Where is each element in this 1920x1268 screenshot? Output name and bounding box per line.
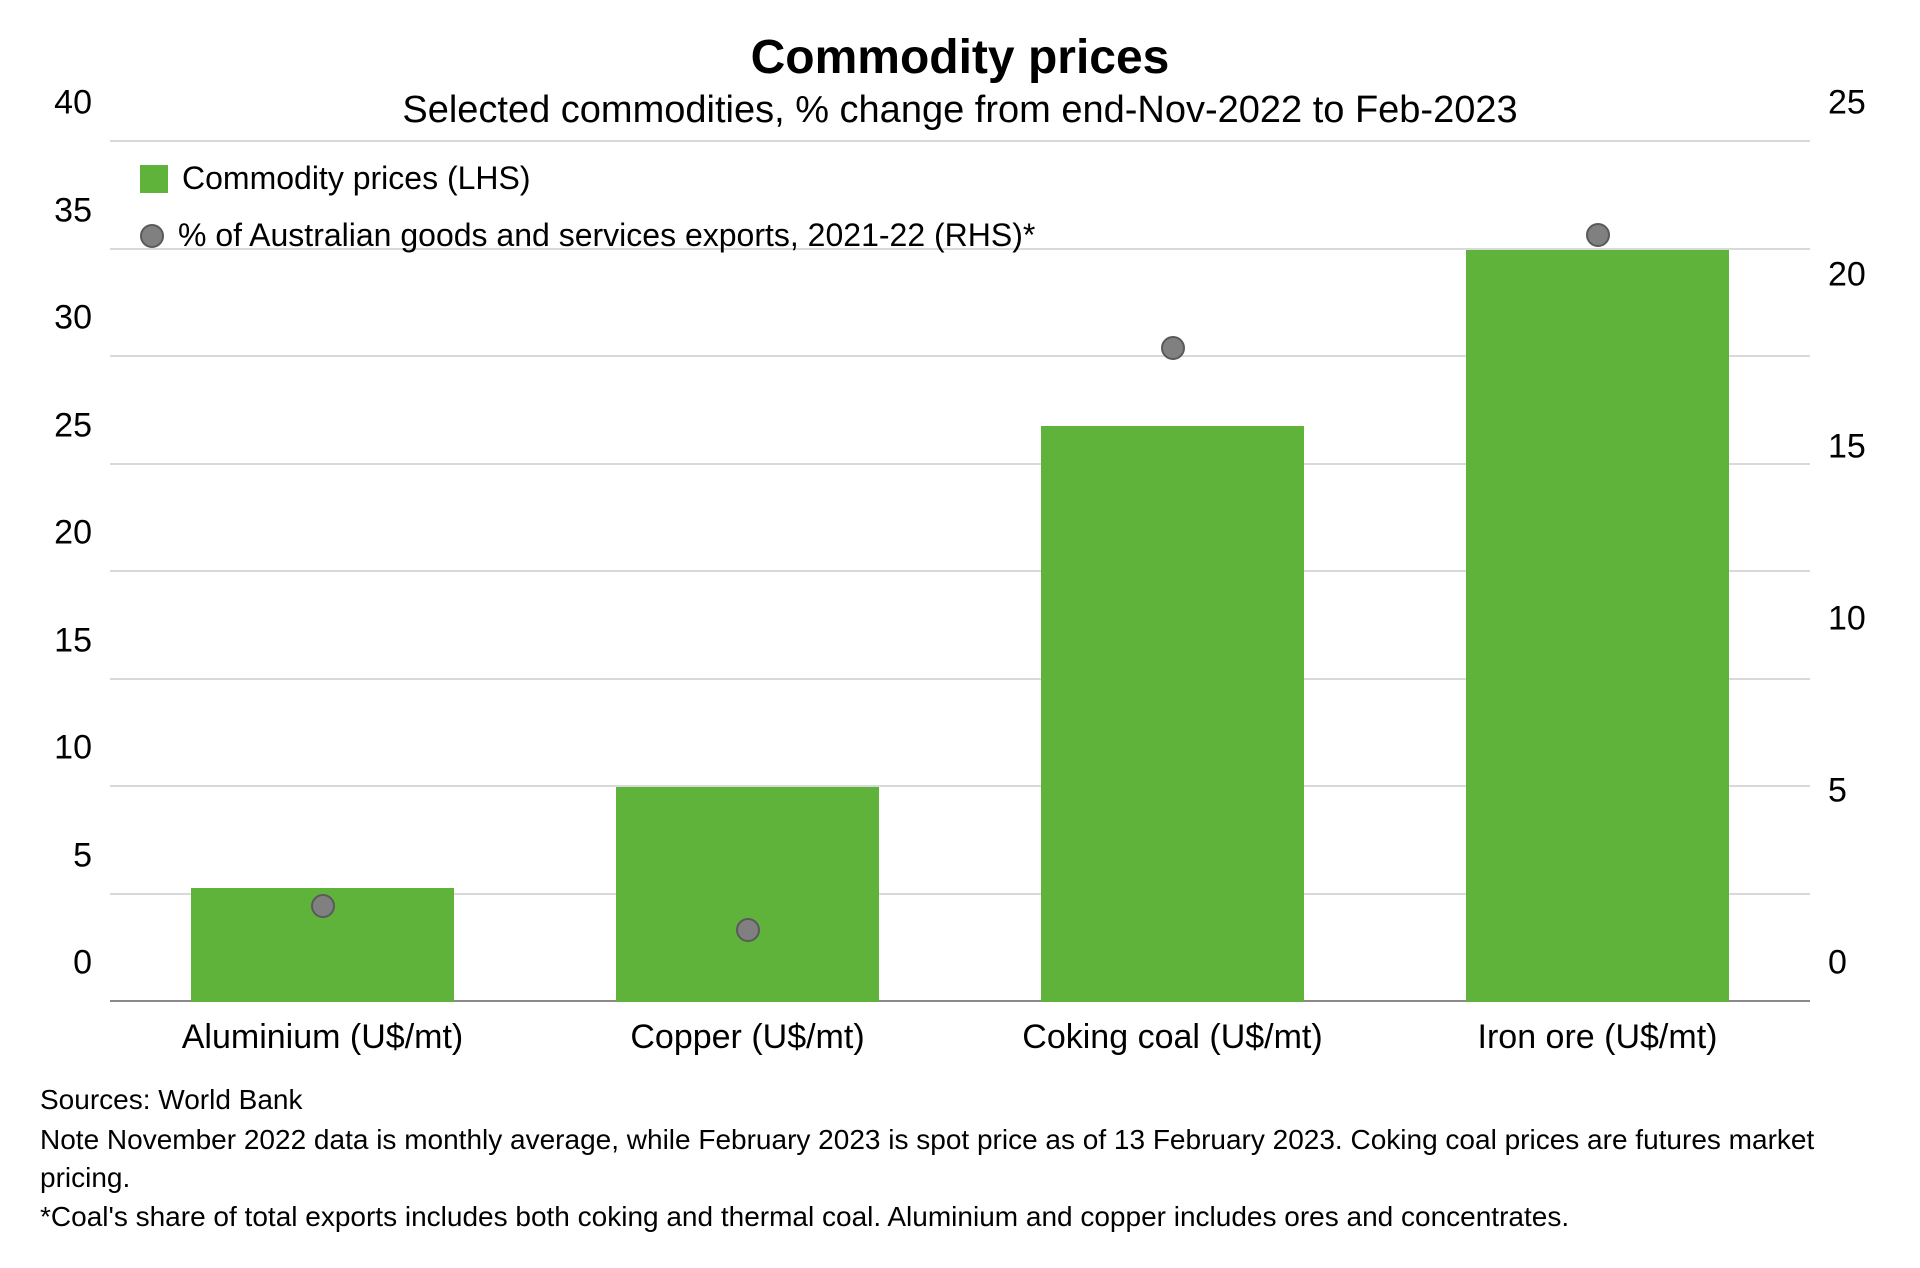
chart-subtitle: Selected commodities, % change from end-…	[40, 89, 1880, 132]
legend: Commodity prices (LHS) % of Australian g…	[140, 160, 1035, 274]
left-tick-label: 20	[54, 514, 110, 553]
plot-area: Commodity prices (LHS) % of Australian g…	[110, 142, 1810, 1002]
footnote-line: *Coal's share of total exports includes …	[40, 1198, 1880, 1236]
scatter-dot	[311, 894, 335, 918]
right-tick-label: 25	[1810, 84, 1866, 123]
scatter-dot	[736, 918, 760, 942]
left-tick-label: 35	[54, 191, 110, 230]
left-tick-label: 0	[73, 944, 110, 983]
x-axis-label: Iron ore (U$/mt)	[1385, 1018, 1810, 1057]
left-tick-label: 30	[54, 299, 110, 338]
right-tick-label: 15	[1810, 428, 1866, 467]
legend-item-bars: Commodity prices (LHS)	[140, 160, 1035, 197]
legend-label-bars: Commodity prices (LHS)	[182, 160, 531, 197]
legend-label-dots: % of Australian goods and services expor…	[178, 217, 1035, 254]
left-tick-label: 40	[54, 84, 110, 123]
legend-dot-icon	[140, 224, 164, 248]
right-tick-label: 5	[1810, 772, 1847, 811]
footnote-line: Sources: World Bank	[40, 1081, 1880, 1119]
right-tick-label: 20	[1810, 256, 1866, 295]
plot-area-wrap: Commodity prices (LHS) % of Australian g…	[40, 142, 1880, 1057]
x-axis-label: Aluminium (U$/mt)	[110, 1018, 535, 1057]
right-tick-label: 0	[1810, 944, 1847, 983]
bar	[616, 787, 880, 1002]
legend-item-dots: % of Australian goods and services expor…	[140, 217, 1035, 254]
scatter-dot	[1161, 336, 1185, 360]
x-axis-labels: Aluminium (U$/mt)Copper (U$/mt)Coking co…	[110, 1018, 1810, 1057]
chart-title: Commodity prices	[40, 30, 1880, 85]
footnote-line: Note November 2022 data is monthly avera…	[40, 1121, 1880, 1197]
left-tick-label: 25	[54, 406, 110, 445]
scatter-dot	[1586, 223, 1610, 247]
commodity-prices-chart: Commodity prices Selected commodities, %…	[40, 30, 1880, 1236]
left-tick-label: 5	[73, 836, 110, 875]
bar	[1041, 426, 1305, 1002]
bar-slot	[1385, 142, 1810, 1002]
bar	[1466, 250, 1730, 1003]
x-axis-label: Copper (U$/mt)	[535, 1018, 960, 1057]
left-tick-label: 10	[54, 729, 110, 768]
legend-square-icon	[140, 165, 168, 193]
left-tick-label: 15	[54, 621, 110, 660]
right-tick-label: 10	[1810, 600, 1866, 639]
x-axis-label: Coking coal (U$/mt)	[960, 1018, 1385, 1057]
footnotes: Sources: World BankNote November 2022 da…	[40, 1081, 1880, 1236]
